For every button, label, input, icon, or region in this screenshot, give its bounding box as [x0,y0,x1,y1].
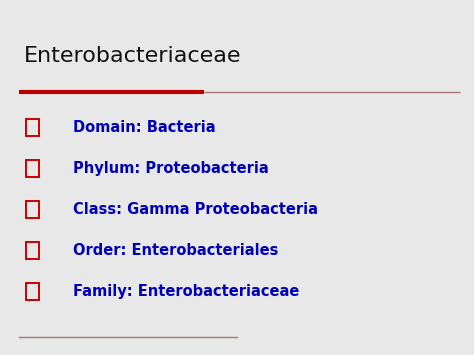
Text: Phylum: Proteobacteria: Phylum: Proteobacteria [73,161,269,176]
Bar [26,242,39,259]
Bar [26,160,39,177]
Text: Family: Enterobacteriaceae: Family: Enterobacteriaceae [73,284,300,299]
Bar [26,283,39,300]
Text: Class: Gamma Proteobacteria: Class: Gamma Proteobacteria [73,202,319,217]
Bar [26,201,39,218]
Text: Domain: Bacteria: Domain: Bacteria [73,120,216,135]
Text: Enterobacteriaceae: Enterobacteriaceae [24,46,241,66]
Text: Order: Enterobacteriales: Order: Enterobacteriales [73,243,279,258]
Bar [26,119,39,136]
